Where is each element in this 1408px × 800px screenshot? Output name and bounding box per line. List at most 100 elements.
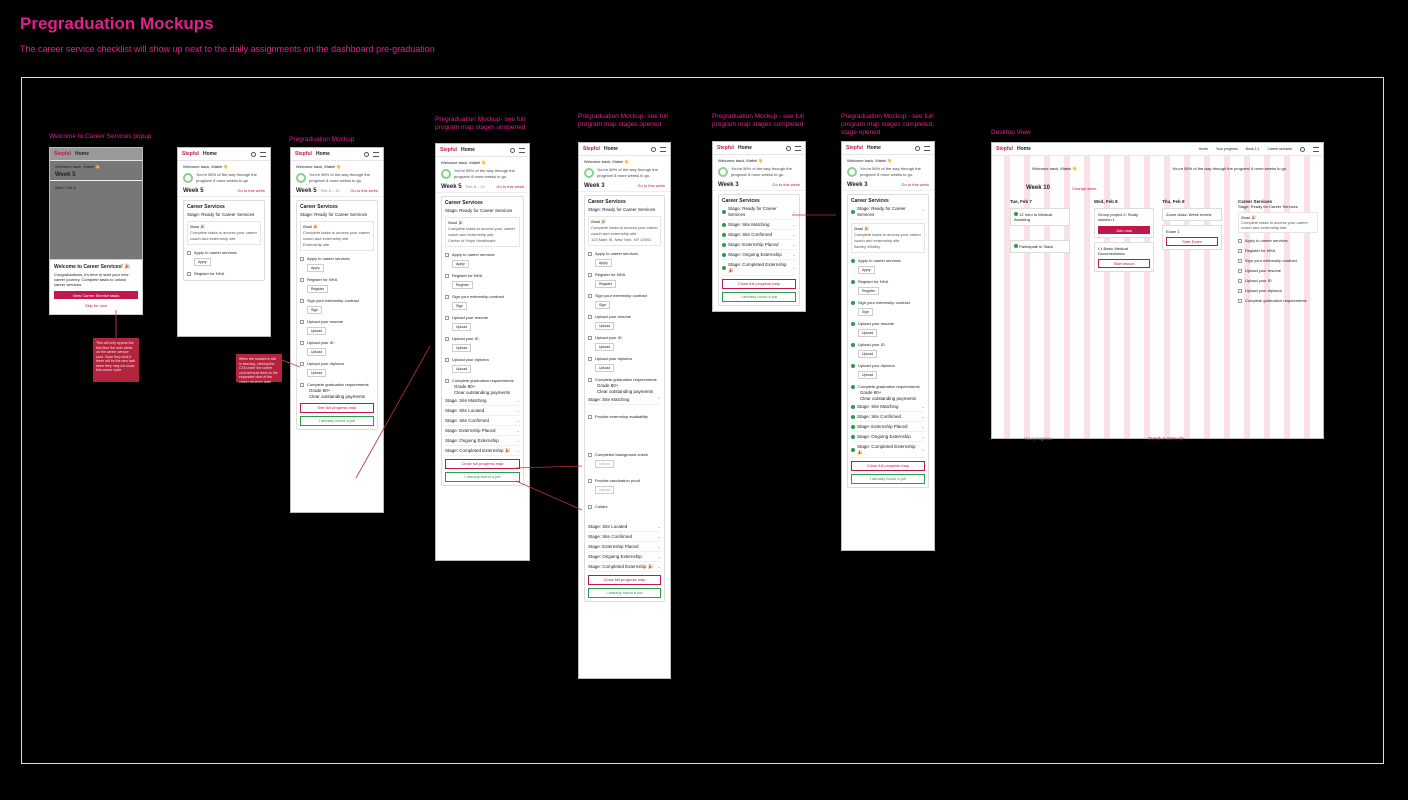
task-item[interactable]: Complete graduation requirements bbox=[1238, 298, 1318, 303]
week-label[interactable]: Week 3 bbox=[718, 182, 739, 188]
checkbox[interactable] bbox=[300, 341, 304, 345]
task-button[interactable]: Register bbox=[858, 287, 880, 295]
task-button[interactable]: Apply bbox=[194, 258, 211, 266]
menu-icon[interactable] bbox=[660, 146, 666, 152]
go-week-link[interactable]: Go to this week bbox=[237, 188, 265, 193]
checkbox[interactable] bbox=[445, 295, 449, 299]
checkbox[interactable] bbox=[851, 322, 855, 326]
close-map-button[interactable]: Close full progress map bbox=[851, 461, 925, 471]
checkbox[interactable] bbox=[588, 252, 592, 256]
task-item[interactable]: Apply to career services bbox=[851, 258, 925, 264]
task-item[interactable]: Complete graduation requirements bbox=[300, 382, 374, 388]
nav-home[interactable]: Home bbox=[1198, 146, 1208, 151]
task-button[interactable]: Apply bbox=[452, 260, 469, 268]
task-button[interactable]: Upload bbox=[452, 323, 472, 331]
stage-row[interactable]: Stage: Completed Externship 🎉 ⌄ bbox=[722, 260, 796, 276]
checkbox[interactable] bbox=[1238, 238, 1242, 243]
task-item[interactable]: Upload your diploma bbox=[851, 363, 925, 369]
checkbox[interactable] bbox=[588, 315, 592, 319]
task-item[interactable]: Upload your diploma bbox=[300, 361, 374, 367]
stage-row[interactable]: Stage: Ready for Career Services ⌃ bbox=[851, 204, 925, 220]
checkbox[interactable] bbox=[1238, 248, 1242, 253]
task-item[interactable]: Register for NHA bbox=[588, 272, 661, 278]
stage-row[interactable]: Stage: Site Located ⌄ bbox=[588, 522, 661, 532]
task-item[interactable]: Apply to career services bbox=[588, 251, 661, 257]
found-job-button[interactable]: I already found a job bbox=[722, 292, 796, 302]
found-job-button[interactable]: I already found a job bbox=[300, 416, 374, 426]
nav-career[interactable]: Career services bbox=[1267, 146, 1292, 151]
task-item[interactable]: Collars bbox=[588, 504, 661, 510]
checkbox[interactable] bbox=[1238, 298, 1242, 303]
stage-row[interactable]: Stage: Site Matching ⌄ bbox=[722, 220, 796, 230]
checkbox[interactable] bbox=[1238, 268, 1242, 273]
day-card[interactable]: 12 Intro to Medical Assisting bbox=[1010, 208, 1070, 226]
go-week-link[interactable]: Go to this week bbox=[637, 183, 665, 188]
task-button[interactable]: Upload bbox=[595, 322, 615, 330]
checkbox[interactable] bbox=[851, 364, 855, 368]
task-button[interactable]: Register bbox=[595, 280, 617, 288]
task-item[interactable]: Upload your resume bbox=[851, 321, 925, 327]
stage-row[interactable]: Stage: Site Matching ⌄ bbox=[851, 402, 925, 412]
task-item[interactable]: Apply to career services bbox=[1238, 238, 1318, 243]
stage-row[interactable]: Stage: Site Located ⌄ bbox=[445, 406, 520, 416]
view-career-tasks-button[interactable]: View Career Service tasks bbox=[54, 291, 138, 299]
task-button[interactable]: Sign bbox=[595, 301, 611, 309]
task-item[interactable]: Upload your ID bbox=[1238, 278, 1318, 283]
checkbox[interactable] bbox=[588, 415, 592, 419]
bell-icon[interactable] bbox=[510, 147, 515, 153]
day-card[interactable]: Group project 2: Study session 1 Join now bbox=[1094, 208, 1154, 238]
day-card[interactable]: Participate in Slack bbox=[1010, 240, 1070, 253]
task-button[interactable]: Register bbox=[307, 285, 329, 293]
stage-row[interactable]: Stage: Completed Externship 🎉 ⌄ bbox=[445, 446, 520, 456]
join-now-button[interactable]: Join now bbox=[1098, 226, 1150, 234]
close-map-button[interactable]: Close full progress map bbox=[722, 279, 796, 289]
task-button[interactable]: Upload bbox=[595, 343, 615, 351]
checkbox[interactable] bbox=[445, 379, 449, 383]
week-label[interactable]: Week 10 bbox=[1026, 185, 1050, 191]
stage-row[interactable]: Stage: Site Confirmed ⌄ bbox=[588, 532, 661, 542]
menu-icon[interactable] bbox=[260, 151, 266, 157]
bell-icon[interactable] bbox=[364, 151, 369, 157]
task-button[interactable]: Upload bbox=[452, 365, 472, 373]
task-item[interactable]: Register for NHA bbox=[851, 279, 925, 285]
checkbox[interactable] bbox=[588, 273, 592, 277]
task-button[interactable]: Register bbox=[452, 281, 474, 289]
checkbox[interactable] bbox=[588, 336, 592, 340]
task-button[interactable]: Upload bbox=[595, 364, 615, 372]
task-item[interactable]: Register for NHA bbox=[300, 277, 374, 283]
week-label[interactable]: Week 5 bbox=[441, 184, 462, 190]
day-card[interactable]: L1 Basic Medical Documentation Start less… bbox=[1094, 242, 1154, 272]
stage-row[interactable]: Stage: Ready for Career Services ⌄ bbox=[722, 204, 796, 220]
task-button[interactable]: Upload bbox=[307, 369, 327, 377]
task-item[interactable]: Register for NHA bbox=[187, 271, 261, 277]
task-item[interactable]: Sign your externship contract bbox=[300, 298, 374, 304]
checkbox[interactable] bbox=[1238, 288, 1242, 293]
found-job-button[interactable]: I already found a job bbox=[588, 588, 661, 598]
week-label[interactable]: Week 3 bbox=[584, 183, 605, 189]
task-item[interactable]: Sign your externship contract bbox=[1238, 258, 1318, 263]
task-button[interactable]: Apply bbox=[595, 259, 612, 267]
start-lesson-button[interactable]: Start lesson bbox=[1098, 259, 1150, 268]
checkbox[interactable] bbox=[300, 278, 304, 282]
checkbox[interactable] bbox=[300, 257, 304, 261]
stage-row[interactable]: Stage: Externship Placed ⌄ bbox=[851, 422, 925, 432]
stage-row[interactable]: Stage: Completed Externship 🎉 ⌄ bbox=[588, 562, 661, 572]
task-button[interactable]: Sign bbox=[858, 308, 874, 316]
checkbox[interactable] bbox=[588, 453, 592, 457]
go-week-link[interactable]: Go to this week bbox=[772, 182, 800, 187]
menu-icon[interactable] bbox=[924, 145, 930, 151]
task-button[interactable]: Apply bbox=[858, 266, 875, 274]
task-item[interactable]: Sign your externship contract bbox=[588, 293, 661, 299]
nav-progress[interactable]: Your progress bbox=[1215, 146, 1238, 151]
week-label[interactable]: Week 3 bbox=[847, 182, 868, 188]
skip-button[interactable]: Skip for now bbox=[84, 303, 107, 308]
checkbox[interactable] bbox=[851, 301, 855, 305]
checkbox[interactable] bbox=[588, 357, 592, 361]
stage-row[interactable]: Stage: Site Confirmed ⌄ bbox=[851, 412, 925, 422]
stage-row[interactable]: Stage: Completed Externship 🎉 ⌄ bbox=[851, 442, 925, 458]
task-item[interactable]: Register for NHA bbox=[1238, 248, 1318, 253]
task-item[interactable]: Provide externship availability bbox=[588, 414, 661, 420]
checkbox[interactable] bbox=[588, 505, 592, 509]
see-map-button[interactable]: See full progress map bbox=[300, 403, 374, 413]
bell-icon[interactable] bbox=[1300, 146, 1305, 152]
